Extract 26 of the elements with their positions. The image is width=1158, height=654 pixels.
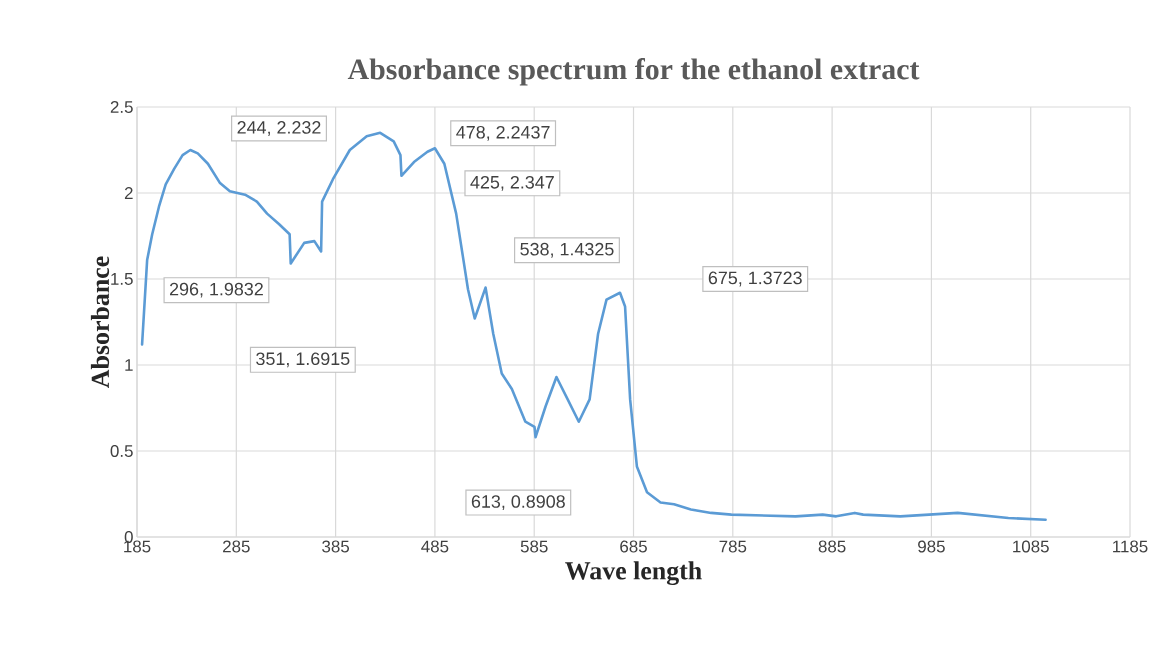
y-axis-title: Absorbance	[90, 256, 110, 388]
x-tick-label: 1085	[1013, 540, 1049, 553]
x-tick-label: 485	[421, 540, 449, 553]
annotation: 425, 2.347	[470, 175, 554, 191]
y-tick-label: 1.5	[111, 273, 133, 285]
annotation: 675, 1.3723	[708, 271, 802, 287]
chart-title: Absorbance spectrum for the ethanol extract	[347, 58, 920, 86]
y-tick-label: 2	[124, 187, 133, 199]
x-tick-label: 785	[719, 540, 747, 553]
annotation: 538, 1.4325	[520, 242, 614, 258]
x-tick-label: 685	[620, 540, 647, 553]
annotation: 244, 2.232	[237, 121, 321, 136]
x-tick-label: 285	[223, 540, 250, 553]
x-tick-label: 1185	[1113, 540, 1148, 553]
y-tick-label: 2.5	[110, 100, 133, 113]
x-tick-label: 885	[818, 540, 846, 553]
x-tick-label: 385	[322, 540, 350, 553]
annotation: 296, 1.9832	[169, 282, 263, 298]
annotation: 613, 0.8908	[471, 495, 565, 510]
annotation: 351, 1.6915	[256, 352, 350, 368]
x-axis-title: Wave length	[565, 561, 702, 586]
y-tick-label: 1	[125, 359, 133, 371]
y-tick-label: 0.5	[110, 444, 133, 457]
x-tick-label: 585	[520, 540, 548, 553]
x-tick-label: 985	[918, 540, 945, 553]
annotation: 478, 2.2437	[456, 125, 550, 141]
